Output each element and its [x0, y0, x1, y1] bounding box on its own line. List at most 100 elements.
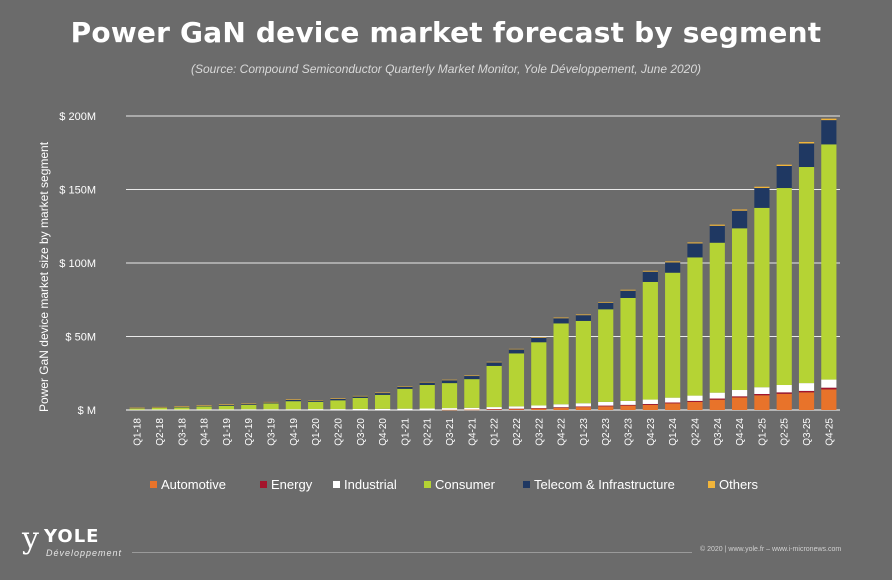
- x-tick-label: Q3-18: [177, 418, 188, 446]
- bar-segment: [732, 228, 748, 391]
- bar-segment: [598, 405, 614, 407]
- bar-segment: [531, 337, 547, 343]
- bar-segment: [285, 401, 301, 410]
- bar-segment: [241, 403, 257, 405]
- bar-segment: [642, 270, 658, 272]
- bar-segment: [598, 301, 614, 303]
- bar-segment: [642, 399, 658, 404]
- bar-segment: [397, 388, 413, 409]
- bar-segment: [308, 401, 324, 410]
- bar-segment: [486, 409, 502, 410]
- bar-segment: [375, 408, 391, 410]
- bar-segment: [419, 385, 435, 409]
- bar-segment: [821, 387, 837, 390]
- bar-segment: [709, 242, 725, 393]
- x-tick-label: Q3-19: [267, 418, 278, 446]
- y-tick-label: $ 50M: [65, 332, 96, 344]
- bar-segment: [330, 398, 346, 401]
- bar-segment: [218, 404, 234, 406]
- bar-segment: [821, 118, 837, 121]
- bar-segment: [553, 318, 569, 324]
- bar-segment: [754, 395, 770, 410]
- bar-segment: [598, 401, 614, 406]
- x-tick-label: Q4-25: [824, 418, 835, 446]
- bar-segment: [665, 261, 681, 263]
- x-tick-label: Q4-23: [646, 418, 657, 446]
- bar-segment: [441, 409, 458, 411]
- bar-segment: [285, 399, 301, 401]
- bar-segment: [687, 242, 703, 244]
- chart-subtitle: (Source: Compound Semiconductor Quarterl…: [190, 62, 702, 76]
- bar-segment: [821, 379, 837, 388]
- bar-segment: [441, 408, 458, 410]
- bar-segment: [665, 403, 681, 410]
- bar-segment: [732, 210, 748, 229]
- x-tick-label: Q2-22: [512, 418, 523, 446]
- bar-segment: [486, 407, 502, 410]
- bar-segment: [129, 407, 145, 409]
- x-tick-label: Q2-18: [155, 418, 166, 446]
- bar-segment: [508, 408, 525, 410]
- bar-segment: [196, 409, 212, 411]
- bar-segment: [598, 309, 614, 402]
- bar-segment: [709, 399, 725, 410]
- x-tick-label: Q1-19: [222, 418, 233, 446]
- bar-segment: [241, 403, 257, 405]
- bar-segment: [263, 409, 279, 410]
- bar-segment: [687, 400, 703, 402]
- bar-segment: [196, 406, 212, 410]
- bar-segment: [174, 406, 190, 407]
- bar-segment: [754, 188, 770, 208]
- legend-label: Consumer: [435, 477, 496, 492]
- bar-segment: [709, 225, 725, 243]
- bar-segment: [798, 143, 815, 168]
- x-tick-label: Q2-19: [244, 418, 255, 446]
- x-tick-label: Q1-25: [757, 418, 768, 446]
- chart-title: Power GaN device market forecast by segm…: [70, 16, 822, 49]
- bar-segment: [642, 271, 658, 282]
- bar-segment: [598, 406, 614, 410]
- legend-swatch: [333, 481, 340, 488]
- bar-segment: [798, 390, 815, 393]
- x-tick-label: Q3-24: [713, 418, 724, 446]
- bar-segment: [486, 361, 502, 363]
- bar-segment: [798, 383, 815, 391]
- x-tick-label: Q1-20: [311, 418, 322, 446]
- bar-segment: [776, 188, 792, 386]
- bar-segment: [464, 409, 480, 411]
- x-tick-label: Q2-20: [333, 418, 344, 446]
- x-tick-label: Q1-18: [133, 418, 144, 446]
- bar-segment: [308, 409, 324, 410]
- bar-segment: [531, 405, 547, 409]
- x-tick-label: Q1-23: [579, 418, 590, 446]
- bar-segment: [464, 407, 480, 410]
- bar-segment: [508, 353, 525, 407]
- x-tick-label: Q2-25: [780, 418, 791, 446]
- x-tick-label: Q4-22: [557, 418, 568, 446]
- x-tick-label: Q4-24: [735, 418, 746, 446]
- x-tick-label: Q1-22: [490, 418, 501, 446]
- bar-segment: [464, 375, 480, 380]
- bar-segment: [419, 382, 435, 386]
- yole-logo: y YOLE Développement: [22, 524, 132, 566]
- bar-segment: [776, 164, 792, 166]
- logo-name: YOLE: [44, 526, 100, 547]
- legend-swatch: [523, 481, 530, 488]
- bar-segment: [553, 323, 569, 405]
- bar-segment: [687, 401, 703, 410]
- bar-segment: [419, 381, 435, 383]
- bar-segment: [821, 389, 837, 410]
- bar-segment: [441, 380, 458, 384]
- x-tick-label: Q3-23: [624, 418, 635, 446]
- bar-segment: [375, 392, 391, 394]
- bar-segment: [620, 297, 636, 401]
- x-tick-label: Q1-21: [400, 418, 411, 446]
- bar-segment: [330, 398, 346, 399]
- legend-label: Others: [719, 477, 759, 492]
- bar-segment: [397, 386, 413, 389]
- x-tick-label: Q2-23: [601, 418, 612, 446]
- bar-segment: [330, 400, 346, 410]
- x-tick-label: Q4-21: [467, 418, 478, 446]
- bar-segment: [553, 404, 569, 408]
